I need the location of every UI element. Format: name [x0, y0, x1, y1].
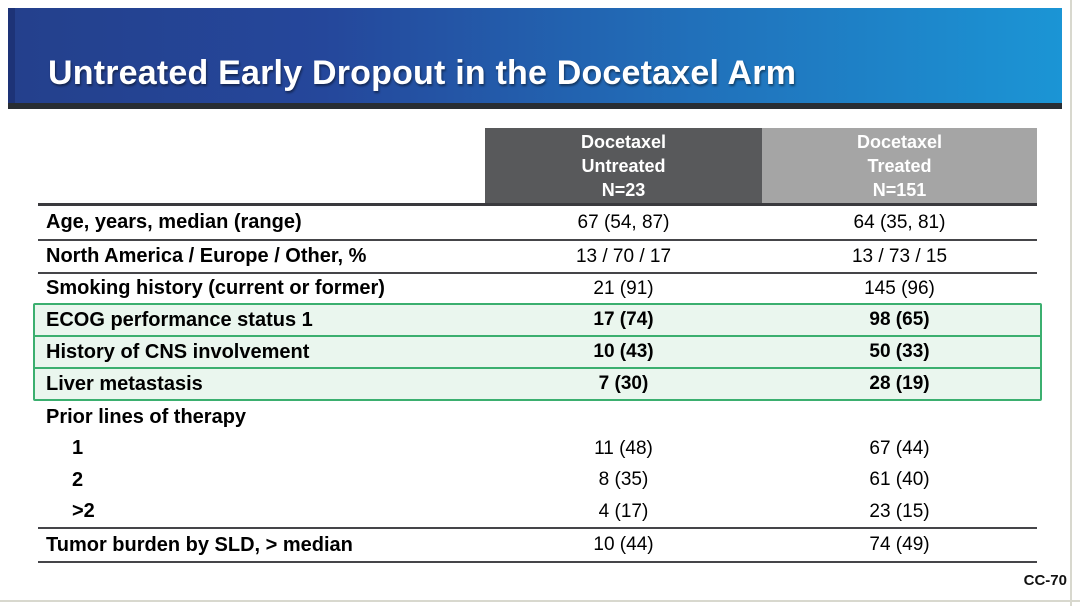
row-label: 2: [72, 468, 84, 491]
table-row-age: Age, years, median (range) 67 (54, 87) 6…: [38, 206, 1037, 241]
table-row-cns: History of CNS involvement 10 (43) 50 (3…: [35, 337, 1040, 369]
table-body: Age, years, median (range) 67 (54, 87) 6…: [33, 203, 1042, 563]
row-value-untreated: 21 (91): [593, 277, 654, 299]
column-header-docetaxel-treated: Docetaxel Treated N=151: [762, 128, 1037, 203]
slide-title: Untreated Early Dropout in the Docetaxel…: [48, 54, 797, 92]
row-value-treated: 13 / 73 / 15: [851, 245, 948, 267]
row-value-untreated: 67 (54, 87): [577, 211, 670, 233]
row-value-untreated: 17 (74): [593, 309, 654, 330]
table-row-prior-lines: Prior lines of therapy: [38, 401, 1037, 433]
table-row-prior-2: 2 8 (35) 61 (40): [38, 464, 1037, 496]
table-row-tumor-burden: Tumor burden by SLD, > median 10 (44) 74…: [38, 529, 1037, 563]
row-value-treated: 64 (35, 81): [853, 211, 946, 233]
header-spacer: [38, 128, 485, 203]
row-value-untreated: 11 (48): [594, 437, 653, 459]
header-line: Treated: [867, 155, 932, 176]
header-line: N=151: [872, 179, 927, 200]
row-value-untreated: 7 (30): [598, 373, 649, 394]
row-label: Tumor burden by SLD, > median: [46, 533, 353, 556]
column-header-docetaxel-untreated: Docetaxel Untreated N=23: [485, 128, 762, 203]
page-edge-right: [1070, 0, 1072, 606]
row-value-treated: 74 (49): [869, 534, 930, 555]
title-bar: Untreated Early Dropout in the Docetaxel…: [8, 8, 1062, 103]
table-row-prior-gt2: >2 4 (17) 23 (15): [38, 496, 1037, 529]
header-line: Untreated: [581, 155, 666, 176]
table-row-region: North America / Europe / Other, % 13 / 7…: [38, 241, 1037, 274]
header-line: N=23: [601, 179, 646, 200]
row-value-untreated: 8 (35): [598, 469, 649, 490]
page-edge-bottom: [0, 600, 1080, 602]
row-label: >2: [72, 500, 95, 522]
table-header-row: Docetaxel Untreated N=23 Docetaxel Treat…: [38, 128, 1037, 203]
header-line: Docetaxel: [580, 131, 667, 152]
slide-number: CC-70: [1023, 572, 1067, 589]
table-row-liver: Liver metastasis 7 (30) 28 (19): [35, 369, 1040, 399]
header-line: Docetaxel: [856, 131, 943, 152]
row-value-untreated: 13 / 70 / 17: [575, 245, 672, 267]
row-value-untreated: 4 (17): [598, 500, 649, 522]
row-value-treated: 50 (33): [869, 341, 930, 362]
table-row-smoking: Smoking history (current or former) 21 (…: [38, 274, 1037, 303]
row-value-treated: 67 (44): [869, 437, 930, 459]
row-value-untreated: 10 (43): [593, 341, 654, 362]
row-value-treated: 98 (65): [869, 309, 930, 330]
row-label: Age, years, median (range): [46, 211, 302, 233]
row-label: Liver metastasis: [46, 372, 203, 395]
table-row-ecog: ECOG performance status 1 17 (74) 98 (65…: [35, 305, 1040, 337]
row-value-treated: 61 (40): [869, 469, 930, 490]
row-label: History of CNS involvement: [46, 340, 310, 363]
table-row-prior-1: 1 11 (48) 67 (44): [38, 433, 1037, 464]
row-label: Prior lines of therapy: [46, 405, 247, 428]
row-label: 1: [72, 437, 84, 459]
row-label: ECOG performance status 1: [46, 308, 313, 331]
row-label: North America / Europe / Other, %: [46, 245, 367, 267]
row-value-treated: 145 (96): [864, 277, 935, 299]
title-underline: [8, 103, 1062, 109]
highlight-box: ECOG performance status 1 17 (74) 98 (65…: [33, 303, 1042, 401]
baseline-characteristics-table: Docetaxel Untreated N=23 Docetaxel Treat…: [33, 128, 1042, 563]
row-label: Smoking history (current or former): [46, 277, 385, 299]
row-value-treated: 23 (15): [869, 500, 930, 522]
row-value-treated: 28 (19): [869, 373, 930, 394]
row-value-untreated: 10 (44): [593, 534, 654, 555]
